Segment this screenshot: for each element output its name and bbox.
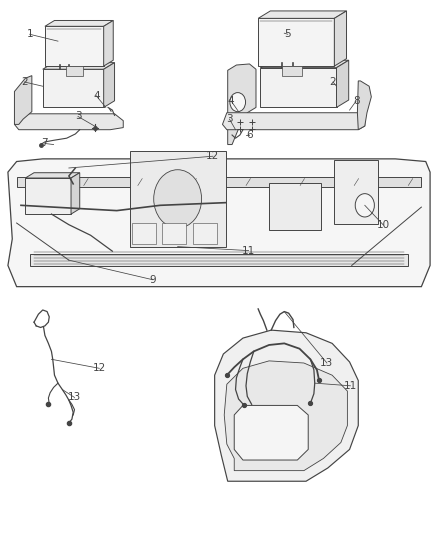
Polygon shape bbox=[71, 173, 80, 214]
Bar bbox=[162, 223, 186, 244]
Polygon shape bbox=[282, 66, 302, 76]
Bar bbox=[269, 183, 321, 230]
Text: 1: 1 bbox=[26, 29, 33, 39]
Circle shape bbox=[355, 193, 374, 217]
Polygon shape bbox=[25, 178, 71, 214]
Text: 3: 3 bbox=[74, 111, 81, 122]
Text: 4: 4 bbox=[228, 96, 234, 106]
Polygon shape bbox=[14, 76, 32, 124]
Text: 3: 3 bbox=[226, 114, 233, 124]
Polygon shape bbox=[45, 26, 104, 66]
Text: 12: 12 bbox=[206, 151, 219, 161]
Polygon shape bbox=[8, 159, 430, 287]
Text: 12: 12 bbox=[93, 364, 106, 373]
Bar bbox=[17, 177, 421, 187]
Bar bbox=[334, 160, 378, 224]
Polygon shape bbox=[25, 173, 80, 178]
Text: 13: 13 bbox=[320, 358, 334, 368]
Polygon shape bbox=[228, 64, 256, 144]
Bar bbox=[130, 151, 226, 247]
Polygon shape bbox=[66, 66, 83, 76]
Polygon shape bbox=[336, 60, 349, 108]
Text: 8: 8 bbox=[353, 96, 360, 106]
Bar bbox=[30, 254, 408, 266]
Polygon shape bbox=[234, 406, 308, 460]
Polygon shape bbox=[260, 68, 336, 108]
Polygon shape bbox=[258, 18, 334, 66]
Polygon shape bbox=[258, 11, 346, 18]
Bar bbox=[193, 223, 217, 244]
Text: 2: 2 bbox=[330, 77, 336, 87]
Text: 2: 2 bbox=[21, 77, 28, 87]
Text: 4: 4 bbox=[93, 91, 99, 101]
Polygon shape bbox=[223, 113, 365, 130]
Text: 5: 5 bbox=[284, 29, 291, 39]
Polygon shape bbox=[43, 69, 104, 108]
Polygon shape bbox=[14, 114, 123, 130]
Polygon shape bbox=[45, 20, 113, 26]
Text: 13: 13 bbox=[68, 392, 81, 402]
Polygon shape bbox=[215, 330, 358, 481]
Text: 10: 10 bbox=[377, 220, 390, 230]
Text: 11: 11 bbox=[242, 246, 255, 256]
Text: 7: 7 bbox=[42, 139, 48, 149]
Polygon shape bbox=[334, 11, 346, 66]
Circle shape bbox=[230, 93, 246, 112]
Text: 6: 6 bbox=[246, 130, 253, 140]
Text: 11: 11 bbox=[344, 381, 357, 391]
Text: 9: 9 bbox=[149, 274, 156, 285]
Polygon shape bbox=[43, 63, 115, 69]
Bar bbox=[132, 223, 156, 244]
Circle shape bbox=[154, 169, 201, 228]
Polygon shape bbox=[224, 361, 347, 471]
Polygon shape bbox=[104, 63, 115, 108]
Polygon shape bbox=[357, 81, 371, 130]
Polygon shape bbox=[104, 20, 113, 66]
Polygon shape bbox=[260, 60, 349, 68]
